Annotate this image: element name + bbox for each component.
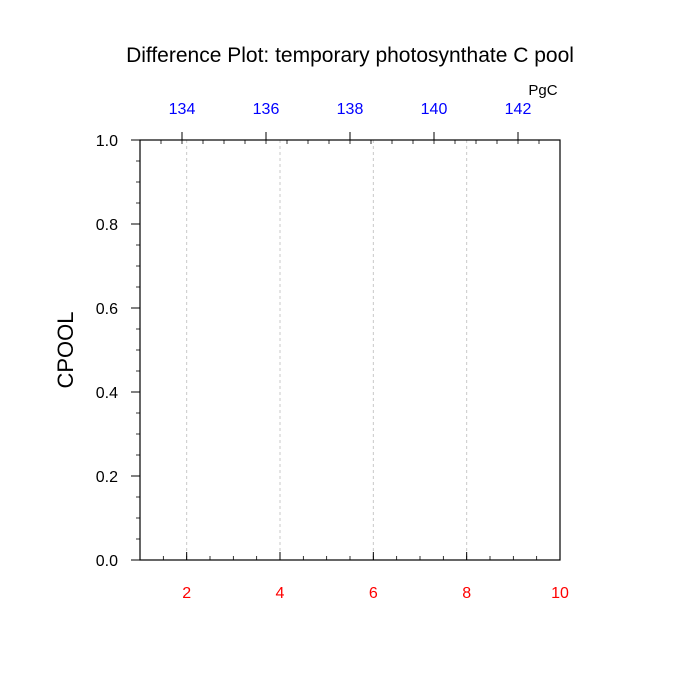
y-tick-label: 0.8 [96, 217, 118, 234]
chart-title: Difference Plot: temporary photosynthate… [126, 44, 574, 67]
axis-ticks [131, 132, 561, 561]
plot-frame [139, 139, 561, 561]
tick-labels: 2 4 6 8 10 134 136 138 140 142 0.0 0.2 0.4 0.6 0.8 1.0 [96, 101, 569, 602]
y-tick-label: 1.0 [96, 133, 118, 150]
top-tick-label: 136 [253, 101, 280, 118]
gridlines [186, 140, 468, 560]
y-tick-label: 0.6 [96, 301, 118, 318]
top-axis-unit-label: PgC [528, 82, 557, 99]
y-tick-label: 0.4 [96, 385, 118, 402]
top-tick-label: 134 [169, 101, 196, 118]
y-tick-label: 0.2 [96, 469, 118, 486]
x-tick-label: 6 [369, 585, 378, 602]
x-tick-label: 2 [182, 585, 191, 602]
y-axis-label: CPOOL [53, 311, 78, 388]
top-tick-label: 142 [505, 101, 532, 118]
x-tick-label: 4 [276, 585, 285, 602]
top-tick-label: 138 [337, 101, 364, 118]
top-tick-label: 140 [421, 101, 448, 118]
y-tick-label: 0.0 [96, 553, 118, 570]
x-tick-label: 10 [551, 585, 569, 602]
x-tick-label: 8 [462, 585, 471, 602]
